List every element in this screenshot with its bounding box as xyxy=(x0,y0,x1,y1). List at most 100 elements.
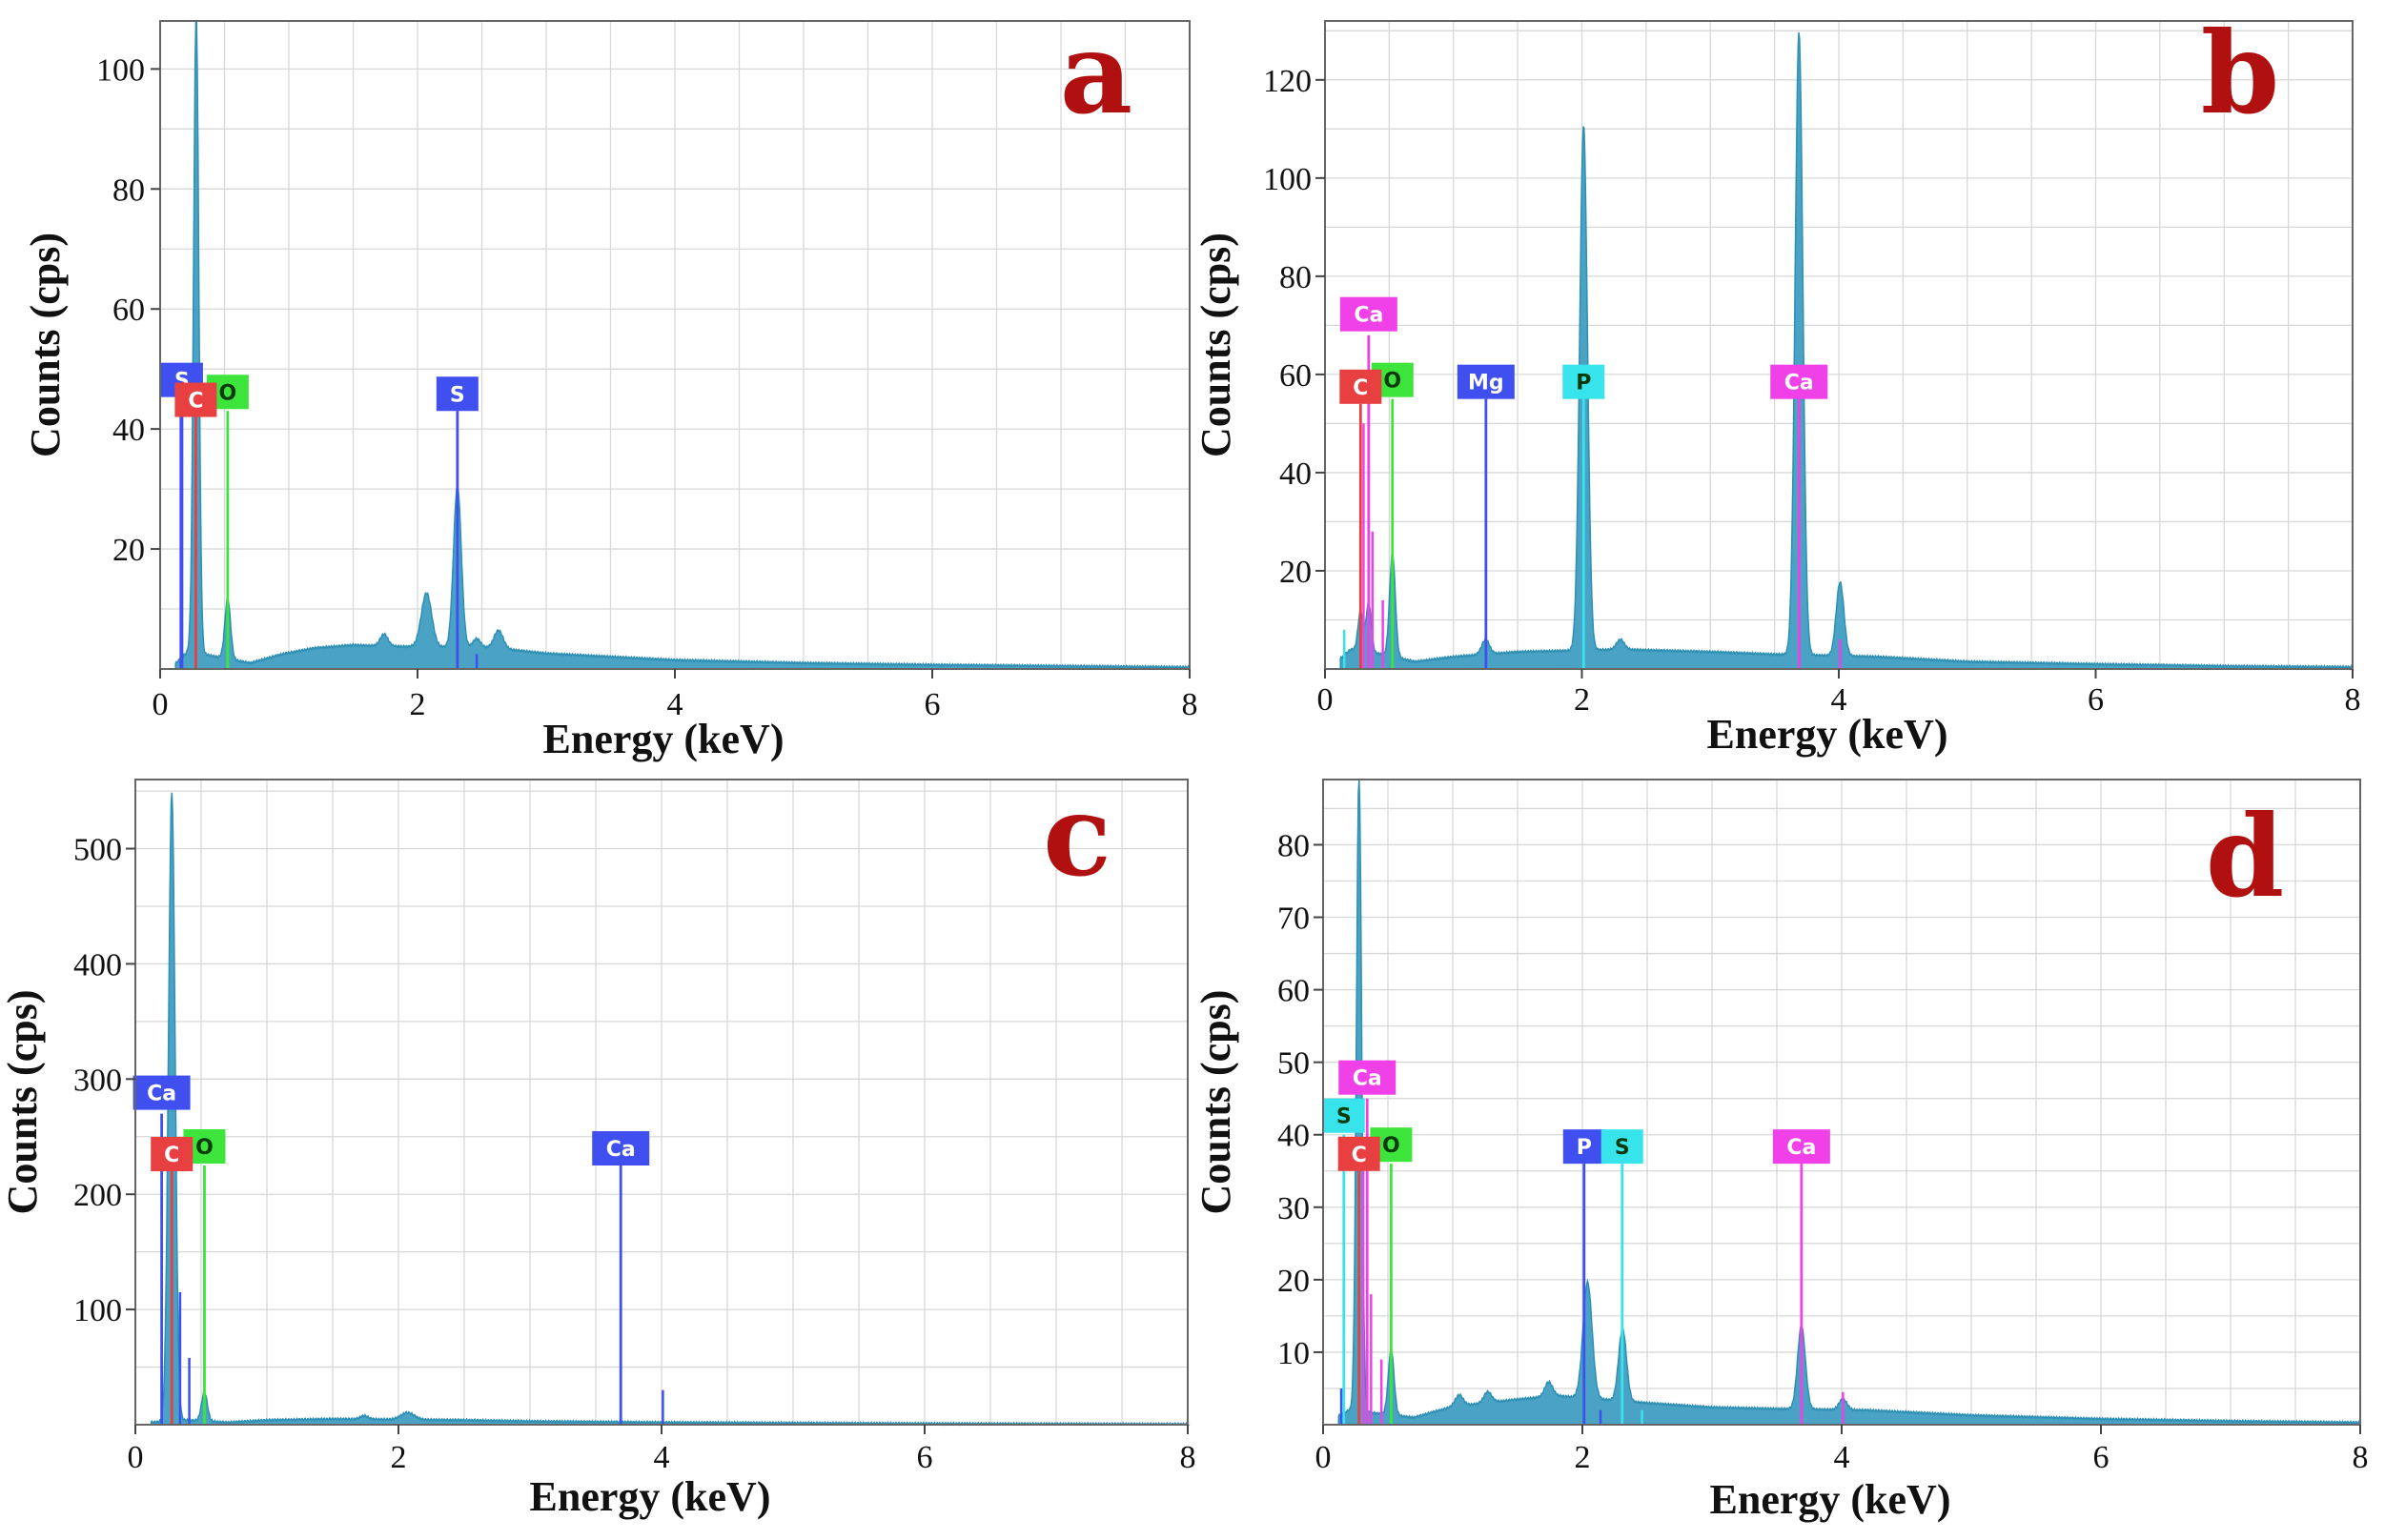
y-tick-label: 400 xyxy=(73,947,122,983)
panel-letter: d xyxy=(2206,790,2285,922)
element-tag-mg: Mg xyxy=(1457,364,1515,399)
x-axis-title: Energy (keV) xyxy=(530,1473,771,1520)
element-tag-box xyxy=(1457,364,1515,399)
grid xyxy=(1323,780,2360,1425)
x-tick-label: 4 xyxy=(1834,1440,1850,1475)
x-tick-label: 0 xyxy=(153,687,169,722)
element-tag-label: C xyxy=(188,390,203,414)
element-tag-box xyxy=(1772,1129,1830,1165)
y-tick-label: 40 xyxy=(1279,456,1312,492)
grid xyxy=(160,21,1190,669)
x-tick-label: 4 xyxy=(667,687,683,722)
element-tag-box xyxy=(132,1075,191,1110)
element-tag-label: Ca xyxy=(147,1083,176,1106)
y-tick-label: 20 xyxy=(112,533,145,568)
element-tag-s: S xyxy=(436,376,479,412)
x-tick-label: 0 xyxy=(1315,1440,1332,1475)
element-tag-label: O xyxy=(1382,1134,1400,1158)
element-tag-label: C xyxy=(1353,376,1368,400)
x-tick-label: 2 xyxy=(410,687,426,722)
x-tick-label: 4 xyxy=(1831,682,1847,718)
element-tag-c: C xyxy=(151,1137,194,1172)
x-tick-label: 8 xyxy=(2345,682,2361,718)
y-tick-label: 100 xyxy=(73,1293,122,1328)
element-tag-label: P xyxy=(1577,1136,1592,1160)
element-tag-label: O xyxy=(219,381,237,405)
x-tick-label: 6 xyxy=(917,1440,933,1475)
y-tick-label: 300 xyxy=(73,1063,122,1098)
y-tick-label: 60 xyxy=(1277,974,1310,1009)
y-tick-label: 200 xyxy=(73,1178,122,1213)
x-tick-label: 8 xyxy=(1180,1440,1196,1475)
element-tag-box xyxy=(436,376,479,412)
element-tag-p: P xyxy=(1562,364,1605,399)
x-tick-label: 0 xyxy=(128,1440,144,1475)
y-tick-label: 60 xyxy=(112,293,145,328)
spectrum-area xyxy=(174,20,1191,670)
element-tag-box xyxy=(592,1130,650,1165)
y-axis-title: Counts (cps) xyxy=(0,990,46,1215)
element-tag-label: C xyxy=(1352,1144,1367,1167)
element-tag-c: C xyxy=(1337,1136,1380,1171)
y-tick-label: 30 xyxy=(1277,1191,1310,1226)
element-tag-label: O xyxy=(195,1136,214,1160)
panel-b: Ca OC Mg P Ca 0 2 4 6 8 20 40 60 80 100 120 Energy (keV)… xyxy=(1192,7,2361,758)
y-tick-label: 20 xyxy=(1277,1264,1310,1299)
y-tick-label: 100 xyxy=(96,52,145,88)
spectrum-area xyxy=(1339,31,2354,670)
x-tick-label: 6 xyxy=(2093,1440,2110,1475)
y-tick-label: 10 xyxy=(1277,1336,1310,1371)
panel-letter: b xyxy=(2201,7,2280,139)
element-tag-label: C xyxy=(164,1144,179,1167)
spectrum-area xyxy=(1337,779,2361,1426)
element-tag-ca: Ca xyxy=(1770,364,1828,399)
x-axis-title: Energy (keV) xyxy=(1707,711,1948,758)
x-tick-label: 2 xyxy=(1575,1440,1591,1475)
element-tag-ca: Ca xyxy=(1772,1129,1830,1165)
element-tag-ca: Ca xyxy=(1338,1060,1396,1095)
y-tick-label: 120 xyxy=(1263,64,1312,99)
y-axis-title: Counts (cps) xyxy=(1192,233,1239,457)
y-tick-label: 70 xyxy=(1277,902,1310,937)
x-tick-label: 2 xyxy=(391,1440,407,1475)
x-tick-label: 8 xyxy=(1182,687,1198,722)
element-tag-box xyxy=(174,382,217,417)
element-tag-c: C xyxy=(1339,369,1382,404)
element-tag-label: S xyxy=(1336,1105,1352,1129)
panel-letter: a xyxy=(1060,7,1132,139)
element-tag-p: P xyxy=(1562,1129,1605,1165)
element-tag-box xyxy=(1770,364,1828,399)
element-tag-label: S xyxy=(1615,1136,1630,1160)
element-tag-box xyxy=(1338,1060,1396,1095)
x-tick-label: 2 xyxy=(1574,682,1590,718)
element-tag-box xyxy=(1322,1098,1365,1133)
element-tag-s: S xyxy=(1600,1129,1643,1165)
y-tick-label: 500 xyxy=(73,833,122,868)
element-tag-label: Ca xyxy=(1784,372,1814,395)
x-tick-label: 0 xyxy=(1317,682,1334,718)
element-tag-box xyxy=(151,1137,194,1172)
element-tag-box xyxy=(1562,1129,1605,1165)
panel-c: Ca OC Ca 0 2 4 6 8 100 200 300 400 500 Energy (keV) Co… xyxy=(0,769,1196,1520)
element-tag-box xyxy=(1339,296,1397,332)
y-axis-title: Counts (cps) xyxy=(1192,990,1239,1215)
y-tick-label: 80 xyxy=(112,172,145,208)
element-tag-s: S xyxy=(1322,1098,1365,1133)
grid xyxy=(135,780,1188,1425)
y-tick-label: 80 xyxy=(1277,828,1310,863)
y-tick-label: 80 xyxy=(1279,260,1312,295)
y-axis-title: Counts (cps) xyxy=(22,233,69,457)
x-tick-label: 6 xyxy=(2088,682,2104,718)
element-tag-c: C xyxy=(174,382,217,417)
y-tick-label: 60 xyxy=(1279,358,1312,394)
y-tick-label: 40 xyxy=(1277,1119,1310,1154)
panel-letter: c xyxy=(1043,769,1111,902)
element-tag-ca: Ca xyxy=(1339,296,1397,332)
element-tag-label: O xyxy=(1383,370,1401,394)
x-tick-label: 8 xyxy=(2353,1440,2369,1475)
x-axis-title: Energy (keV) xyxy=(1710,1476,1951,1523)
element-tag-label: Mg xyxy=(1468,372,1504,395)
y-tick-label: 100 xyxy=(1263,162,1312,197)
